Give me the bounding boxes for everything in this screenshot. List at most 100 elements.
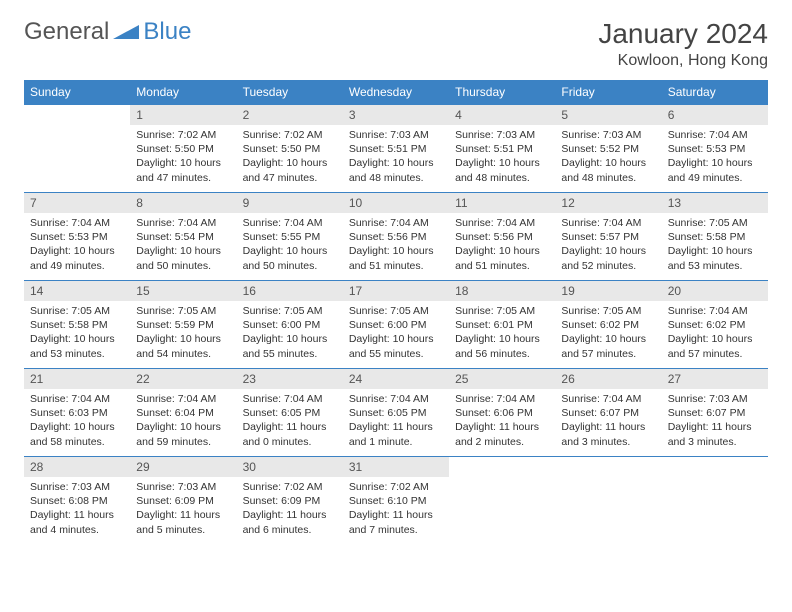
daylight-line: Daylight: 10 hours and 54 minutes.: [136, 332, 230, 360]
month-title: January 2024: [598, 18, 768, 50]
day-number: 10: [343, 193, 449, 213]
sunrise-line: Sunrise: 7:04 AM: [349, 392, 443, 406]
daylight-line: Daylight: 10 hours and 58 minutes.: [30, 420, 124, 448]
calendar-cell: 6Sunrise: 7:04 AMSunset: 5:53 PMDaylight…: [662, 105, 768, 193]
sunrise-line: Sunrise: 7:05 AM: [561, 304, 655, 318]
day-number: 26: [555, 369, 661, 389]
daylight-line: Daylight: 11 hours and 3 minutes.: [561, 420, 655, 448]
calendar-cell: 11Sunrise: 7:04 AMSunset: 5:56 PMDayligh…: [449, 193, 555, 281]
calendar-cell: [555, 457, 661, 545]
calendar-cell: 22Sunrise: 7:04 AMSunset: 6:04 PMDayligh…: [130, 369, 236, 457]
calendar-cell: 30Sunrise: 7:02 AMSunset: 6:09 PMDayligh…: [237, 457, 343, 545]
sunset-line: Sunset: 5:51 PM: [455, 142, 549, 156]
calendar-cell: 9Sunrise: 7:04 AMSunset: 5:55 PMDaylight…: [237, 193, 343, 281]
day-number: 2: [237, 105, 343, 125]
sunrise-line: Sunrise: 7:04 AM: [136, 392, 230, 406]
daylight-line: Daylight: 10 hours and 59 minutes.: [136, 420, 230, 448]
daylight-line: Daylight: 11 hours and 5 minutes.: [136, 508, 230, 536]
calendar-cell: [24, 105, 130, 193]
daylight-line: Daylight: 10 hours and 51 minutes.: [455, 244, 549, 272]
day-number: 3: [343, 105, 449, 125]
day-detail: Sunrise: 7:04 AMSunset: 5:53 PMDaylight:…: [24, 213, 130, 279]
sunrise-line: Sunrise: 7:04 AM: [243, 392, 337, 406]
day-detail: Sunrise: 7:05 AMSunset: 5:58 PMDaylight:…: [662, 213, 768, 279]
sunset-line: Sunset: 5:52 PM: [561, 142, 655, 156]
weekday-header: Thursday: [449, 80, 555, 105]
sunset-line: Sunset: 5:53 PM: [668, 142, 762, 156]
sunset-line: Sunset: 6:06 PM: [455, 406, 549, 420]
day-number-empty: [449, 457, 555, 477]
daylight-line: Daylight: 10 hours and 55 minutes.: [349, 332, 443, 360]
sunrise-line: Sunrise: 7:05 AM: [136, 304, 230, 318]
day-detail: Sunrise: 7:02 AMSunset: 5:50 PMDaylight:…: [237, 125, 343, 191]
sunset-line: Sunset: 5:50 PM: [243, 142, 337, 156]
daylight-line: Daylight: 10 hours and 52 minutes.: [561, 244, 655, 272]
calendar-cell: 29Sunrise: 7:03 AMSunset: 6:09 PMDayligh…: [130, 457, 236, 545]
calendar-cell: 15Sunrise: 7:05 AMSunset: 5:59 PMDayligh…: [130, 281, 236, 369]
calendar-cell: 19Sunrise: 7:05 AMSunset: 6:02 PMDayligh…: [555, 281, 661, 369]
weekday-header-row: SundayMondayTuesdayWednesdayThursdayFrid…: [24, 80, 768, 105]
daylight-line: Daylight: 10 hours and 51 minutes.: [349, 244, 443, 272]
day-number: 20: [662, 281, 768, 301]
daylight-line: Daylight: 11 hours and 7 minutes.: [349, 508, 443, 536]
calendar-cell: 26Sunrise: 7:04 AMSunset: 6:07 PMDayligh…: [555, 369, 661, 457]
day-number: 21: [24, 369, 130, 389]
day-detail: Sunrise: 7:04 AMSunset: 6:05 PMDaylight:…: [343, 389, 449, 455]
day-number: 28: [24, 457, 130, 477]
day-number-empty: [24, 105, 130, 125]
sunset-line: Sunset: 5:57 PM: [561, 230, 655, 244]
sunrise-line: Sunrise: 7:03 AM: [561, 128, 655, 142]
day-detail: Sunrise: 7:04 AMSunset: 6:06 PMDaylight:…: [449, 389, 555, 455]
calendar-cell: 5 Sunrise: 7:03 AMSunset: 5:52 PMDaylight…: [555, 105, 661, 193]
calendar-cell: [662, 457, 768, 545]
day-detail: Sunrise: 7:02 AMSunset: 5:50 PMDaylight:…: [130, 125, 236, 191]
day-number: 18: [449, 281, 555, 301]
sunrise-line: Sunrise: 7:05 AM: [668, 216, 762, 230]
day-detail: Sunrise: 7:04 AMSunset: 6:03 PMDaylight:…: [24, 389, 130, 455]
daylight-line: Daylight: 10 hours and 48 minutes.: [561, 156, 655, 184]
sunrise-line: Sunrise: 7:04 AM: [243, 216, 337, 230]
sunrise-line: Sunrise: 7:02 AM: [349, 480, 443, 494]
daylight-line: Daylight: 10 hours and 49 minutes.: [668, 156, 762, 184]
sunrise-line: Sunrise: 7:04 AM: [668, 128, 762, 142]
calendar-cell: 14Sunrise: 7:05 AMSunset: 5:58 PMDayligh…: [24, 281, 130, 369]
calendar-row: 28Sunrise: 7:03 AMSunset: 6:08 PMDayligh…: [24, 457, 768, 545]
sunrise-line: Sunrise: 7:02 AM: [243, 128, 337, 142]
calendar-cell: 13Sunrise: 7:05 AMSunset: 5:58 PMDayligh…: [662, 193, 768, 281]
day-number: 17: [343, 281, 449, 301]
sunset-line: Sunset: 5:58 PM: [30, 318, 124, 332]
sunset-line: Sunset: 5:58 PM: [668, 230, 762, 244]
sunrise-line: Sunrise: 7:04 AM: [561, 392, 655, 406]
weekday-header: Monday: [130, 80, 236, 105]
day-number: 5: [555, 105, 661, 125]
daylight-line: Daylight: 10 hours and 47 minutes.: [243, 156, 337, 184]
daylight-line: Daylight: 10 hours and 56 minutes.: [455, 332, 549, 360]
calendar-cell: [449, 457, 555, 545]
day-detail: Sunrise: 7:05 AMSunset: 6:02 PMDaylight:…: [555, 301, 661, 367]
title-block: January 2024 Kowloon, Hong Kong: [598, 18, 768, 70]
day-number: 13: [662, 193, 768, 213]
sunset-line: Sunset: 6:10 PM: [349, 494, 443, 508]
sunset-line: Sunset: 6:00 PM: [349, 318, 443, 332]
calendar-cell: 4Sunrise: 7:03 AMSunset: 5:51 PMDaylight…: [449, 105, 555, 193]
day-detail: Sunrise: 7:03 AMSunset: 6:08 PMDaylight:…: [24, 477, 130, 543]
weekday-header: Tuesday: [237, 80, 343, 105]
calendar-cell: 25Sunrise: 7:04 AMSunset: 6:06 PMDayligh…: [449, 369, 555, 457]
sunrise-line: Sunrise: 7:03 AM: [136, 480, 230, 494]
calendar-row: 7Sunrise: 7:04 AMSunset: 5:53 PMDaylight…: [24, 193, 768, 281]
calendar-cell: 31Sunrise: 7:02 AMSunset: 6:10 PMDayligh…: [343, 457, 449, 545]
logo-text-1: General: [24, 18, 109, 46]
daylight-line: Daylight: 10 hours and 53 minutes.: [668, 244, 762, 272]
day-number-empty: [555, 457, 661, 477]
daylight-line: Daylight: 10 hours and 55 minutes.: [243, 332, 337, 360]
calendar-cell: 20Sunrise: 7:04 AMSunset: 6:02 PMDayligh…: [662, 281, 768, 369]
daylight-line: Daylight: 10 hours and 53 minutes.: [30, 332, 124, 360]
sunrise-line: Sunrise: 7:05 AM: [30, 304, 124, 318]
sunrise-line: Sunrise: 7:05 AM: [243, 304, 337, 318]
sunset-line: Sunset: 6:00 PM: [243, 318, 337, 332]
day-number: 9: [237, 193, 343, 213]
calendar-row: 14Sunrise: 7:05 AMSunset: 5:58 PMDayligh…: [24, 281, 768, 369]
weekday-header: Wednesday: [343, 80, 449, 105]
weekday-header: Friday: [555, 80, 661, 105]
sunrise-line: Sunrise: 7:02 AM: [136, 128, 230, 142]
